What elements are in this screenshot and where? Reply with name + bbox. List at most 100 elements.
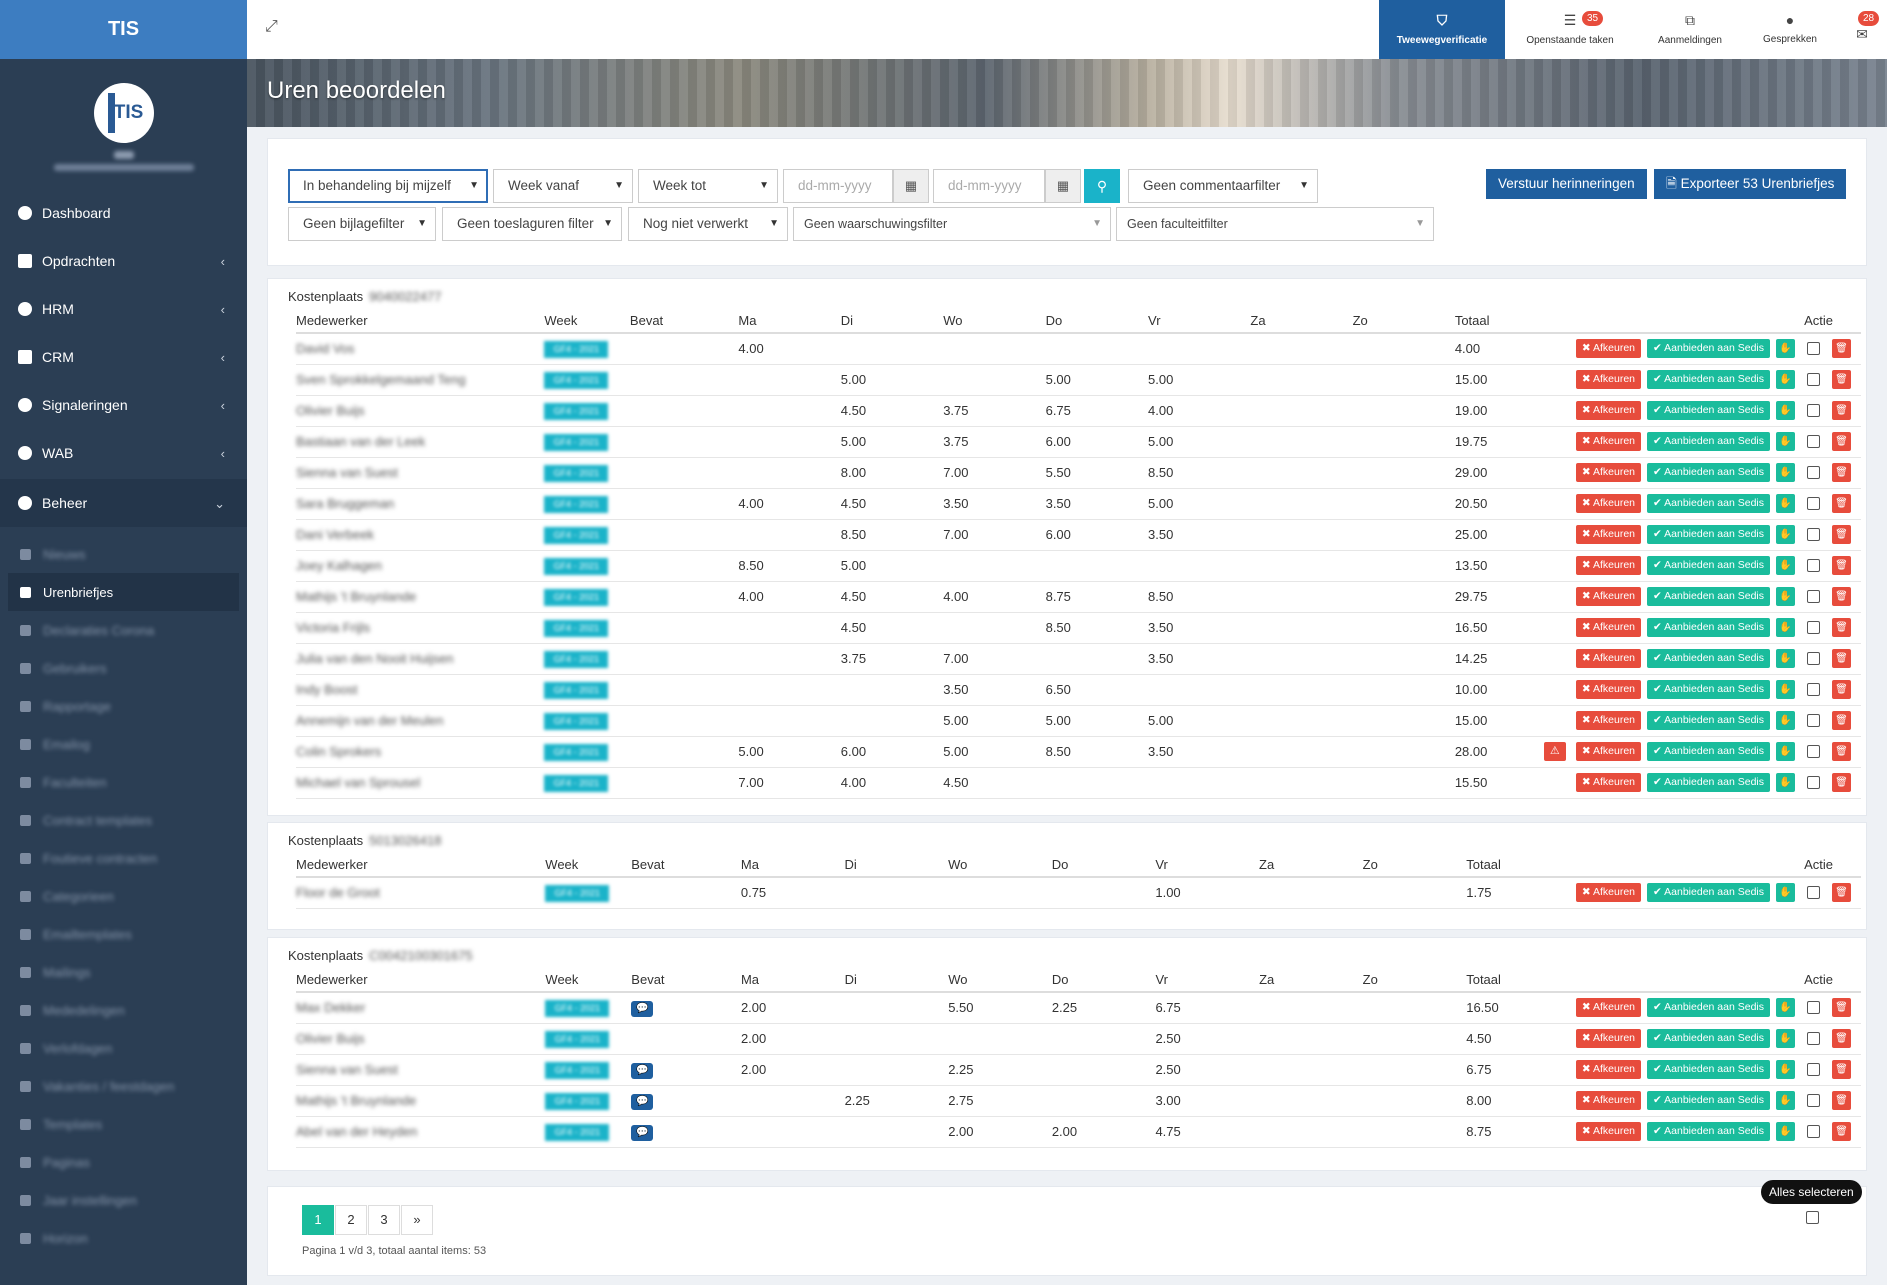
hand-icon[interactable]: ✋ bbox=[1776, 711, 1795, 730]
comment-icon[interactable]: 💬 bbox=[631, 1000, 654, 1017]
comment-icon[interactable]: 💬 bbox=[631, 1093, 654, 1110]
sub-nav-item[interactable]: Mailings bbox=[0, 953, 247, 991]
week-badge[interactable]: GF4 - 2021 bbox=[545, 1123, 610, 1141]
week-badge[interactable]: GF4 - 2021 bbox=[544, 433, 609, 451]
brand-title[interactable]: TIS bbox=[0, 0, 247, 59]
sub-nav-item[interactable]: Emailtemplates bbox=[0, 915, 247, 953]
row-checkbox[interactable] bbox=[1807, 435, 1820, 448]
reject-button[interactable]: ✖ Afkeuren bbox=[1575, 742, 1642, 761]
sub-nav-item[interactable]: Horizon bbox=[0, 1219, 247, 1257]
tasks-button[interactable]: ☰ 35 Openstaande taken bbox=[1510, 0, 1630, 59]
send-reminders-button[interactable]: Verstuur herinneringen bbox=[1486, 169, 1647, 199]
week-badge[interactable]: GF4 - 2021 bbox=[544, 588, 609, 606]
offer-sedis-button[interactable]: ✔ Aanbieden aan Sedis bbox=[1647, 556, 1770, 575]
offer-sedis-button[interactable]: ✔ Aanbieden aan Sedis bbox=[1647, 773, 1770, 792]
employee-name[interactable]: Julia van den Nooit Huijsen bbox=[296, 651, 454, 666]
offer-sedis-button[interactable]: ✔ Aanbieden aan Sedis bbox=[1647, 370, 1770, 389]
allowance-filter[interactable]: Geen toeslaguren filter ▼ bbox=[442, 207, 622, 241]
hand-icon[interactable]: ✋ bbox=[1776, 525, 1795, 544]
row-checkbox[interactable] bbox=[1807, 1032, 1820, 1045]
reject-button[interactable]: ✖ Afkeuren bbox=[1575, 339, 1642, 359]
hand-icon[interactable]: ✋ bbox=[1776, 370, 1795, 389]
export-button[interactable]: 🗎 Exporteer 53 Urenbriefjes bbox=[1654, 169, 1847, 199]
sub-nav-item[interactable]: Jaar instellingen bbox=[0, 1181, 247, 1219]
reject-button[interactable]: ✖ Afkeuren bbox=[1575, 1060, 1642, 1079]
row-checkbox[interactable] bbox=[1807, 683, 1820, 696]
sub-nav-item[interactable]: Categorieen bbox=[0, 877, 247, 915]
week-badge[interactable]: GF4 - 2021 bbox=[544, 340, 609, 358]
row-checkbox[interactable] bbox=[1807, 373, 1820, 386]
employee-name[interactable]: David Vos bbox=[296, 341, 355, 357]
row-checkbox[interactable] bbox=[1807, 404, 1820, 417]
row-checkbox[interactable] bbox=[1807, 1001, 1820, 1015]
trash-icon[interactable]: 🗑 bbox=[1832, 1091, 1851, 1110]
page-link[interactable]: 2 bbox=[335, 1205, 367, 1235]
reject-button[interactable]: ✖ Afkeuren bbox=[1575, 556, 1642, 575]
calendar-icon[interactable]: ▦ bbox=[893, 169, 929, 203]
sub-nav-item[interactable]: Declaraties Corona bbox=[0, 611, 247, 649]
hand-icon[interactable]: ✋ bbox=[1776, 773, 1795, 792]
employee-name[interactable]: Sienna van Suest bbox=[296, 465, 398, 480]
week-badge[interactable]: GF4 - 2021 bbox=[544, 557, 609, 575]
reject-button[interactable]: ✖ Afkeuren bbox=[1575, 998, 1642, 1018]
trash-icon[interactable]: 🗑 bbox=[1832, 556, 1851, 575]
sub-nav-item[interactable]: Gebruikers bbox=[0, 649, 247, 687]
trash-icon[interactable]: 🗑 bbox=[1832, 1029, 1851, 1048]
employee-name[interactable]: Victoria Frijls bbox=[296, 620, 371, 635]
employee-name[interactable]: Michael van Sprousel bbox=[296, 775, 421, 790]
employee-name[interactable]: Abel van der Heyden bbox=[296, 1124, 418, 1139]
employee-name[interactable]: Mathijs 't Bruynlande bbox=[296, 589, 417, 604]
warning-filter[interactable]: Geen waarschuwingsfilter ▼ bbox=[793, 207, 1111, 241]
employee-name[interactable]: Sienna van Suest bbox=[296, 1062, 398, 1077]
nav-item-opdrachten[interactable]: Opdrachten ‹ bbox=[0, 237, 247, 285]
reject-button[interactable]: ✖ Afkeuren bbox=[1575, 525, 1642, 544]
sub-nav-item[interactable]: Nieuws bbox=[0, 535, 247, 573]
hand-icon[interactable]: ✋ bbox=[1776, 494, 1795, 513]
week-badge[interactable]: GF4 - 2021 bbox=[544, 371, 609, 389]
week-to-filter[interactable]: Week tot ▼ bbox=[638, 169, 778, 203]
reject-button[interactable]: ✖ Afkeuren bbox=[1575, 711, 1642, 730]
reject-button[interactable]: ✖ Afkeuren bbox=[1575, 401, 1642, 420]
offer-sedis-button[interactable]: ✔ Aanbieden aan Sedis bbox=[1647, 494, 1770, 513]
employee-name[interactable]: Sven Sprokkelgemaand Teng bbox=[296, 372, 466, 387]
date-from-input[interactable]: dd-mm-yyyy bbox=[783, 169, 893, 203]
offer-sedis-button[interactable]: ✔ Aanbieden aan Sedis bbox=[1647, 1029, 1770, 1048]
employee-name[interactable]: Indy Boost bbox=[296, 682, 358, 697]
offer-sedis-button[interactable]: ✔ Aanbieden aan Sedis bbox=[1647, 339, 1770, 359]
offer-sedis-button[interactable]: ✔ Aanbieden aan Sedis bbox=[1647, 1122, 1770, 1141]
week-badge[interactable]: GF4 - 2021 bbox=[544, 681, 609, 699]
hand-icon[interactable]: ✋ bbox=[1776, 1122, 1795, 1141]
row-checkbox[interactable] bbox=[1807, 559, 1820, 572]
sub-nav-item[interactable]: Paginas bbox=[0, 1143, 247, 1181]
sub-nav-item[interactable]: Contract templates bbox=[0, 801, 247, 839]
hand-icon[interactable]: ✋ bbox=[1776, 556, 1795, 575]
employee-name[interactable]: Mathijs 't Bruynlande bbox=[296, 1093, 417, 1108]
trash-icon[interactable]: 🗑 bbox=[1832, 883, 1851, 903]
hand-icon[interactable]: ✋ bbox=[1776, 401, 1795, 420]
employee-name[interactable]: Bastiaan van der Leek bbox=[296, 434, 426, 449]
trash-icon[interactable]: 🗑 bbox=[1832, 618, 1851, 637]
mail-button[interactable]: ✉ 28 bbox=[1842, 0, 1882, 59]
reject-button[interactable]: ✖ Afkeuren bbox=[1575, 1122, 1642, 1141]
row-checkbox[interactable] bbox=[1807, 776, 1820, 789]
hand-icon[interactable]: ✋ bbox=[1776, 587, 1795, 606]
hand-icon[interactable]: ✋ bbox=[1776, 649, 1795, 668]
row-checkbox[interactable] bbox=[1807, 714, 1820, 727]
sub-nav-item[interactable]: Templates bbox=[0, 1105, 247, 1143]
sub-nav-item[interactable]: Urenbriefjes bbox=[8, 573, 239, 611]
offer-sedis-button[interactable]: ✔ Aanbieden aan Sedis bbox=[1647, 649, 1770, 668]
page-link[interactable]: 3 bbox=[368, 1205, 400, 1235]
sub-nav-item[interactable]: Foutieve contracten bbox=[0, 839, 247, 877]
offer-sedis-button[interactable]: ✔ Aanbieden aan Sedis bbox=[1647, 711, 1770, 730]
row-checkbox[interactable] bbox=[1807, 590, 1820, 603]
employee-name[interactable]: Annemijn van der Meulen bbox=[296, 713, 444, 728]
twofa-button[interactable]: ⛉ Tweewegverificatie bbox=[1379, 0, 1505, 59]
nav-item-dashboard[interactable]: Dashboard bbox=[0, 189, 247, 237]
reject-button[interactable]: ✖ Afkeuren bbox=[1575, 587, 1642, 606]
offer-sedis-button[interactable]: ✔ Aanbieden aan Sedis bbox=[1647, 742, 1770, 761]
reject-button[interactable]: ✖ Afkeuren bbox=[1575, 649, 1642, 668]
week-badge[interactable]: GF4 - 2021 bbox=[544, 402, 609, 420]
employee-name[interactable]: Sara Bruggeman bbox=[296, 496, 395, 511]
offer-sedis-button[interactable]: ✔ Aanbieden aan Sedis bbox=[1647, 463, 1770, 482]
nav-item-crm[interactable]: CRM ‹ bbox=[0, 333, 247, 381]
